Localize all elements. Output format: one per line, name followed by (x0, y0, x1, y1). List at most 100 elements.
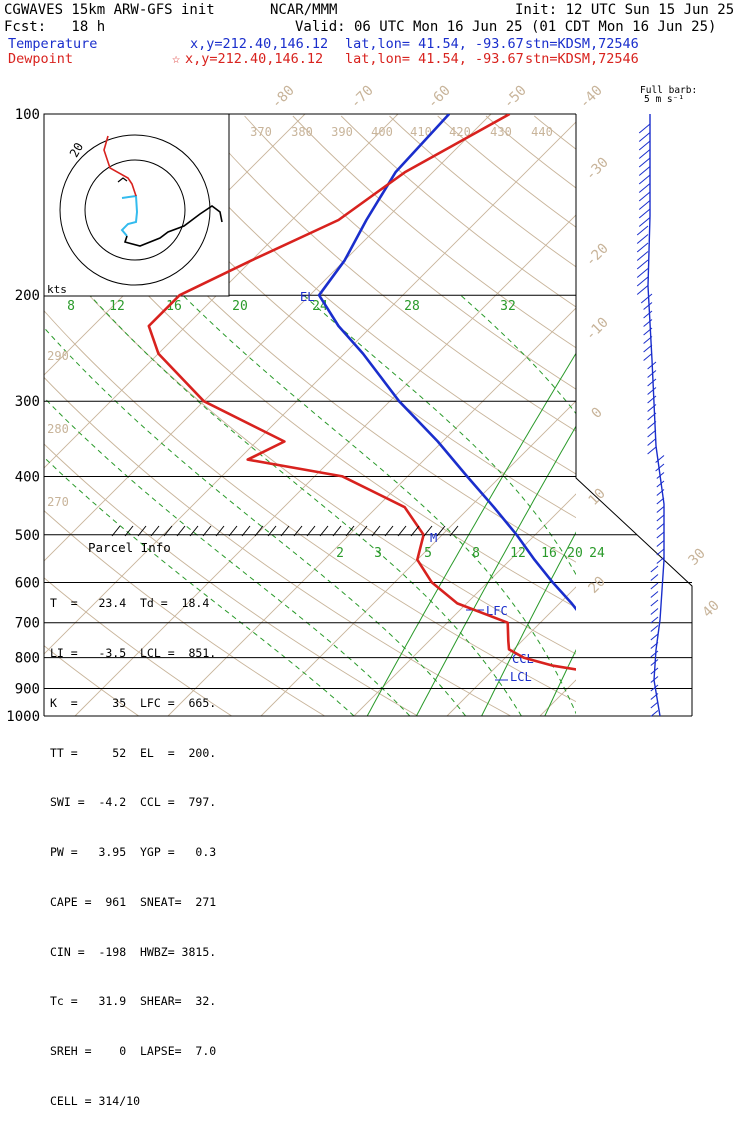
wind-barb (651, 583, 658, 589)
wind-barb (639, 158, 650, 167)
wind-barb (637, 243, 648, 252)
dry-adiabat-line (341, 116, 740, 716)
dry-adiabat-line (679, 116, 740, 716)
isotherm-line (633, 114, 740, 716)
pressure-tick-label: 300 (15, 394, 40, 410)
parcel-row: SREH = 0 LAPSE= 7.0 (50, 1043, 216, 1060)
pressure-tick-label: 200 (15, 288, 40, 304)
isotherm-label: -10 (583, 315, 612, 344)
hodograph-units: kts (47, 283, 67, 296)
wind-barb (657, 541, 664, 547)
parcel-row: T = 23.4 Td = 18.4 (50, 595, 216, 612)
theta-label: 280 (47, 422, 69, 436)
wind-barb (644, 311, 652, 318)
wind-barb (637, 252, 648, 261)
wind-barb (639, 201, 650, 210)
parcel-row: Tc = 31.9 SHEAR= 32. (50, 993, 216, 1010)
parcel-row: TT = 52 EL = 200. (50, 745, 216, 762)
parcel-info-table: T = 23.4 Td = 18.4 LI = -3.5 LCL = 851. … (50, 562, 216, 1126)
parcel-row: LI = -3.5 LCL = 851. (50, 645, 216, 662)
wind-barb (651, 592, 658, 598)
isotherm-label: 0 (589, 405, 606, 422)
dry-adiabat-line (486, 116, 740, 716)
mixing-ratio-line (677, 296, 740, 716)
wind-barb (657, 549, 664, 555)
mixing-ratio-label: 24 (589, 546, 605, 561)
wind-barb (648, 388, 656, 395)
wind-barb (648, 447, 656, 454)
wind-barb (641, 294, 652, 303)
pressure-tick-label: 600 (15, 575, 40, 591)
wind-barb (639, 218, 650, 227)
theta-label: 440 (531, 125, 553, 139)
wind-barb (657, 558, 664, 564)
theta-label: 390 (331, 125, 353, 139)
el-label: EL (300, 290, 314, 304)
pressure-tick-label: 500 (15, 528, 40, 544)
wind-barb (644, 354, 652, 361)
wind-barb (639, 184, 650, 193)
theta-label: 380 (291, 125, 313, 139)
wind-barb (639, 175, 650, 184)
isotherm-label: -30 (583, 155, 612, 184)
parcel-row: K = 35 LFC = 665. (50, 695, 216, 712)
wind-barb (639, 141, 650, 150)
mixing-ratio-line (728, 296, 740, 716)
wind-barb (637, 260, 648, 269)
mixing-ratio-label: 20 (567, 546, 583, 561)
wind-barb (657, 515, 664, 521)
wind-barb (651, 609, 658, 615)
mixing-ratio-label: 12 (510, 546, 526, 561)
dry-adiabat-line (438, 116, 740, 716)
pressure-tick-label: 1000 (6, 709, 40, 725)
wind-barb (657, 507, 664, 513)
isotherm-label: -40 (577, 83, 606, 112)
wind-barb (651, 626, 658, 632)
wind-barb (639, 167, 650, 176)
mixing-ratio-label: 2 (336, 546, 344, 561)
mixing-ratio-label: 3 (374, 546, 382, 561)
parcel-row: SWI = -4.2 CCL = 797. (50, 794, 216, 811)
isotherm-label: -60 (425, 83, 454, 112)
theta-label: 290 (47, 349, 69, 363)
wind-barb (637, 226, 648, 235)
isotherm-label: 30 (686, 546, 709, 569)
theta-label: 430 (490, 125, 512, 139)
parcel-row: PW = 3.95 YGP = 0.3 (50, 844, 216, 861)
parcel-row: CIN = -198 HWBZ= 3815. (50, 944, 216, 961)
wind-barb (639, 150, 650, 159)
theta-label: 400 (371, 125, 393, 139)
pressure-tick-label: 800 (15, 651, 40, 667)
mixing-ratio-label: 5 (424, 546, 432, 561)
parcel-row: CAPE = 961 SNEAT= 271 (50, 894, 216, 911)
pressure-tick-label: 100 (15, 107, 40, 123)
wind-barb (651, 702, 658, 708)
dry-adiabat-line (534, 116, 740, 716)
theta-label: 270 (47, 495, 69, 509)
wind-barb (637, 235, 648, 244)
isotherm-label: -80 (269, 83, 298, 112)
pressure-tick-label: 400 (15, 469, 40, 485)
wind-barb (644, 303, 652, 310)
theta-label: 370 (250, 125, 272, 139)
mixing-ratio-label: 28 (404, 299, 420, 314)
isotherm-label: -50 (501, 83, 530, 112)
isotherm-line (726, 114, 740, 716)
mixing-ratio-label: 8 (67, 299, 75, 314)
wind-barb (657, 532, 664, 538)
wind-barb (639, 209, 650, 218)
pressure-tick-label: 900 (15, 681, 40, 697)
wind-barb (648, 379, 656, 386)
wind-barb (657, 524, 664, 530)
pressure-tick-label: 700 (15, 616, 40, 632)
wind-barb (651, 617, 658, 623)
mixing-ratio-label: 20 (232, 299, 248, 314)
isotherm-label: 40 (700, 598, 723, 621)
mixing-ratio-line (705, 296, 740, 716)
dry-adiabat-line (727, 116, 740, 716)
wind-barb (651, 566, 658, 572)
mixed-layer-marker: M (430, 531, 437, 545)
mixing-ratio-label: 12 (109, 299, 125, 314)
lcl-label: LCL (510, 670, 532, 684)
isotherm-line (540, 114, 740, 716)
